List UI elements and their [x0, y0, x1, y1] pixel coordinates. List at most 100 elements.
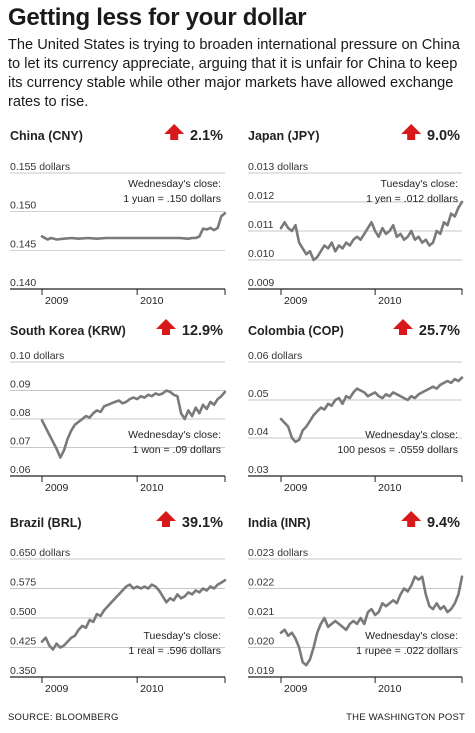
- up-arrow-icon: [156, 511, 176, 527]
- data-point: [284, 422, 286, 424]
- data-point: [353, 239, 355, 241]
- data-point: [52, 649, 54, 651]
- data-point: [418, 236, 420, 238]
- data-point: [360, 239, 362, 241]
- data-point: [85, 415, 87, 417]
- data-point: [421, 242, 423, 244]
- data-point: [353, 620, 355, 622]
- data-point: [364, 623, 366, 625]
- y-tick-label: 0.500: [10, 606, 36, 618]
- data-point: [345, 395, 347, 397]
- data-point: [191, 415, 193, 417]
- data-point: [342, 403, 344, 405]
- data-point: [291, 230, 293, 232]
- data-point: [331, 242, 333, 244]
- data-point: [298, 439, 300, 441]
- data-point: [306, 253, 308, 255]
- data-point: [107, 404, 109, 406]
- data-point: [414, 397, 416, 399]
- data-point: [78, 421, 80, 423]
- data-point: [461, 576, 463, 578]
- data-point: [188, 238, 190, 240]
- data-point: [349, 623, 351, 625]
- data-point: [103, 609, 105, 611]
- data-point: [371, 608, 373, 610]
- data-point: [213, 404, 215, 406]
- close-annotation: 1 won = .09 dollars: [133, 444, 221, 456]
- data-point: [85, 627, 87, 629]
- data-point: [45, 427, 47, 429]
- data-point: [162, 596, 164, 598]
- data-point: [403, 397, 405, 399]
- data-point: [389, 603, 391, 605]
- data-point: [151, 237, 153, 239]
- data-point: [374, 392, 376, 394]
- y-tick-label: 0.020: [248, 636, 274, 648]
- data-point: [295, 638, 297, 640]
- up-arrow-icon: [164, 124, 184, 140]
- data-point: [450, 382, 452, 384]
- change-value: 9.4%: [427, 515, 460, 531]
- y-tick-label: 0.022: [248, 577, 274, 589]
- data-point: [169, 237, 171, 239]
- data-point: [71, 637, 73, 639]
- data-point: [371, 394, 373, 396]
- data-point: [224, 579, 226, 581]
- data-point: [221, 395, 223, 397]
- chart-title: India (INR): [248, 516, 311, 530]
- data-point: [45, 637, 47, 639]
- data-point: [195, 407, 197, 409]
- data-point: [114, 401, 116, 403]
- change-value: 25.7%: [419, 323, 460, 339]
- data-point: [114, 598, 116, 600]
- data-point: [125, 586, 127, 588]
- data-point: [179, 237, 181, 239]
- data-point: [316, 632, 318, 634]
- data-point: [342, 248, 344, 250]
- data-point: [425, 390, 427, 392]
- data-point: [41, 236, 43, 238]
- data-point: [400, 594, 402, 596]
- data-point: [313, 647, 315, 649]
- data-point: [403, 239, 405, 241]
- data-point: [180, 413, 182, 415]
- data-point: [173, 600, 175, 602]
- data-point: [49, 645, 51, 647]
- data-point: [63, 645, 65, 647]
- chart-title: Brazil (BRL): [10, 516, 82, 530]
- y-tick-label: 0.155 dollars: [10, 161, 70, 173]
- data-point: [287, 227, 289, 229]
- data-point: [56, 448, 58, 450]
- data-point: [440, 233, 442, 235]
- data-point: [429, 605, 431, 607]
- chart-title: Japan (JPY): [248, 129, 320, 143]
- y-tick-label: 0.021: [248, 606, 274, 618]
- data-point: [309, 251, 311, 253]
- change-value: 39.1%: [182, 515, 223, 531]
- chart-title: China (CNY): [10, 129, 83, 143]
- data-point: [342, 626, 344, 628]
- close-annotation: Wednesday's close:: [365, 429, 458, 441]
- data-point: [392, 600, 394, 602]
- data-point: [414, 239, 416, 241]
- data-point: [396, 603, 398, 605]
- data-point: [356, 236, 358, 238]
- data-point: [345, 629, 347, 631]
- data-point: [367, 611, 369, 613]
- data-point: [414, 576, 416, 578]
- data-point: [63, 450, 65, 452]
- data-point: [199, 413, 201, 415]
- data-point: [385, 394, 387, 396]
- data-point: [403, 588, 405, 590]
- data-point: [378, 395, 380, 397]
- data-point: [349, 397, 351, 399]
- data-point: [221, 582, 223, 584]
- y-tick-label: 0.011: [248, 219, 274, 231]
- data-point: [302, 662, 304, 664]
- data-point: [177, 594, 179, 596]
- data-point: [92, 413, 94, 415]
- data-point: [217, 227, 219, 229]
- x-tick-label: 2009: [284, 482, 308, 494]
- y-tick-label: 0.350: [10, 665, 36, 677]
- data-point: [291, 437, 293, 439]
